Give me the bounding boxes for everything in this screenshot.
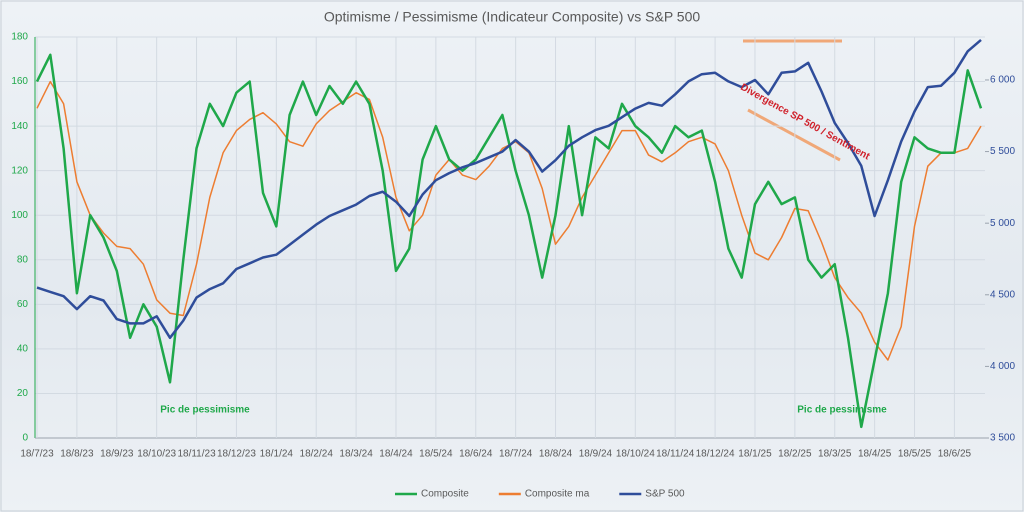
y-tick-label: 180 — [11, 32, 28, 43]
y-tick-label: 160 — [11, 76, 28, 87]
y-tick-label: 120 — [11, 165, 28, 176]
x-tick-label: 18/11/23 — [177, 449, 216, 460]
x-tick-label: 18/6/24 — [459, 449, 493, 460]
x-tick-label: 18/3/24 — [339, 449, 373, 460]
x-tick-label: 18/3/25 — [818, 449, 852, 460]
x-tick-label: 18/5/25 — [898, 449, 932, 460]
series-line — [35, 53, 983, 429]
x-tick-label: 18/6/25 — [938, 449, 972, 460]
plot-area: 0 20 40 60 80 100 120 140 160 180 3 500 4 000 4 500 5… — [11, 32, 1015, 460]
y-tick-label: 100 — [11, 210, 28, 221]
y-tick-label: 60 — [17, 299, 29, 310]
x-tick-label: 18/11/24 — [656, 449, 695, 460]
x-tick-label: 18/8/23 — [60, 449, 94, 460]
y-tick-label: 140 — [11, 121, 28, 132]
y2-tick-label: 4 000 — [990, 361, 1015, 372]
x-tick-label: 18/1/24 — [260, 449, 294, 460]
y-tick-label: 80 — [17, 254, 29, 265]
y2-tick-label: 5 000 — [990, 218, 1015, 229]
y-tick-label: 20 — [17, 388, 29, 399]
x-tick-label: 18/9/24 — [579, 449, 613, 460]
x-tick-label: 18/12/24 — [696, 449, 735, 460]
series-line — [36, 80, 982, 361]
x-tick-label: 18/4/24 — [379, 449, 413, 460]
x-tick-label: 18/7/23 — [20, 449, 54, 460]
x-tick-label: 18/2/25 — [778, 449, 812, 460]
x-tick-label: 18/7/24 — [499, 449, 533, 460]
y2-tick-label: 6 000 — [990, 75, 1015, 86]
x-tick-label: 18/4/25 — [858, 449, 892, 460]
x-tick-label: 18/12/23 — [217, 449, 256, 460]
legend-label: Composite ma — [525, 489, 590, 500]
legend-label: Composite — [421, 489, 469, 500]
x-tick-label: 18/1/25 — [738, 449, 772, 460]
series-line — [36, 38, 982, 340]
x-tick-label: 18/2/24 — [300, 449, 334, 460]
annotation: Pic de pessimisme — [797, 405, 887, 416]
y2-tick-label: 3 500 — [990, 433, 1015, 444]
x-tick-label: 18/10/24 — [616, 449, 655, 460]
y2-tick-label: 4 500 — [990, 289, 1015, 300]
x-tick-label: 18/8/24 — [539, 449, 573, 460]
x-tick-label: 18/9/23 — [100, 449, 134, 460]
x-tick-label: 18/5/24 — [419, 449, 453, 460]
annotation-line — [747, 108, 841, 162]
annotation: Divergence SP 500 / Sentiment — [738, 82, 872, 163]
x-tick-label: 18/10/23 — [137, 449, 176, 460]
chart-title: Optimisme / Pessimisme (Indicateur Compo… — [324, 9, 701, 25]
legend-label: S&P 500 — [645, 489, 685, 500]
y2-tick-label: 5 500 — [990, 146, 1015, 157]
y-tick-label: 40 — [17, 344, 29, 355]
annotation: Pic de pessimisme — [160, 405, 250, 416]
y-tick-label: 0 — [22, 433, 28, 444]
